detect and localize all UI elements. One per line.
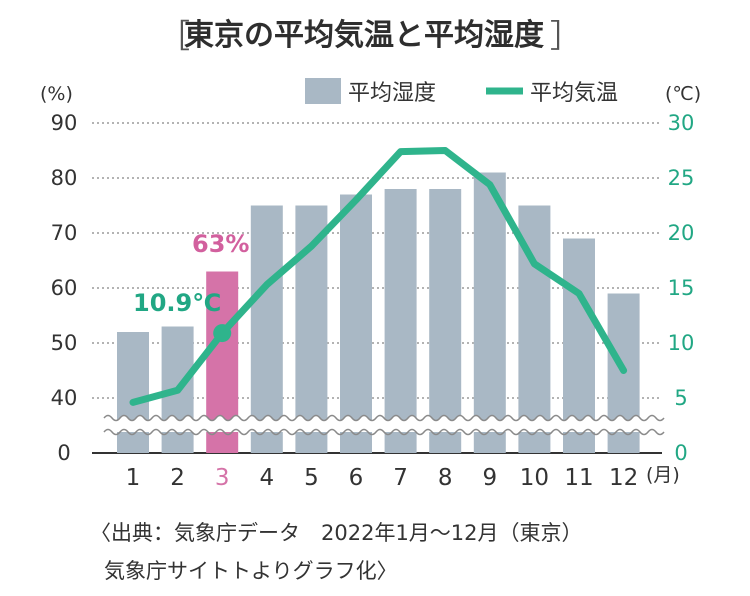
x-axis-unit: (月): [646, 464, 680, 486]
x-tick-3: 3: [215, 465, 230, 491]
humidity-annotation: 63%: [192, 230, 249, 258]
right-axis-unit: (℃): [665, 83, 701, 105]
x-tick-12: 12: [609, 465, 638, 491]
y-left-tick-0: 0: [57, 441, 70, 465]
x-tick-11: 11: [564, 465, 593, 491]
humidity-bar-8: [429, 189, 462, 453]
y-left-tick-70: 70: [51, 221, 78, 245]
y-right-tick-30: 30: [668, 111, 695, 135]
axis-break-line-top: [103, 414, 665, 422]
left-axis-unit: (%): [40, 83, 73, 105]
y-right-tick-5: 5: [674, 386, 687, 410]
legend-humidity-label: 平均湿度: [348, 81, 436, 106]
y-right-tick-20: 20: [668, 221, 695, 245]
legend-humidity-swatch: [305, 78, 341, 104]
humidity-bar-9: [473, 172, 506, 453]
temperature-point-3: [213, 324, 232, 343]
x-tick-10: 10: [520, 465, 549, 491]
x-tick-1: 1: [126, 465, 141, 491]
source-line-1: 〈出典：気象庁データ 2022年1月〜12月（東京）: [90, 521, 583, 545]
temperature-line: [129, 147, 628, 406]
x-tick-9: 9: [482, 465, 497, 491]
axis-break-line-bottom: [103, 428, 665, 436]
humidity-bar-1: [117, 332, 149, 453]
y-right-tick-15: 15: [668, 276, 695, 300]
y-right-tick-0: 0: [674, 441, 687, 465]
y-left-tick-40: 40: [51, 386, 78, 410]
x-tick-7: 7: [393, 465, 408, 491]
temperature-line-layer: [129, 147, 628, 406]
y-left-tick-90: 90: [51, 111, 78, 135]
axis-break-band: [104, 415, 664, 432]
title-open-bracket: ［: [158, 17, 190, 55]
humidity-bar-7: [384, 189, 417, 453]
humidity-bar-6: [340, 194, 372, 453]
title-close-bracket: ］: [550, 17, 582, 55]
y-left-tick-50: 50: [51, 331, 78, 355]
chart-title: 東京の平均気温と平均湿度: [184, 18, 544, 53]
legend-temperature-label: 平均気温: [530, 81, 618, 106]
y-left-tick-80: 80: [51, 166, 78, 190]
x-tick-6: 6: [349, 465, 364, 491]
y-right-tick-25: 25: [668, 166, 695, 190]
x-tick-5: 5: [304, 465, 319, 491]
source-line-2: 気象庁サイトトよりグラフ化〉: [104, 559, 398, 583]
x-tick-2: 2: [170, 465, 185, 491]
temperature-annotation: 10.9℃: [133, 289, 221, 317]
x-tick-4: 4: [259, 465, 274, 491]
humidity-bar-4: [250, 205, 283, 453]
y-right-tick-10: 10: [668, 331, 695, 355]
x-tick-8: 8: [438, 465, 453, 491]
axis-break: [103, 414, 665, 436]
y-left-tick-60: 60: [51, 276, 78, 300]
